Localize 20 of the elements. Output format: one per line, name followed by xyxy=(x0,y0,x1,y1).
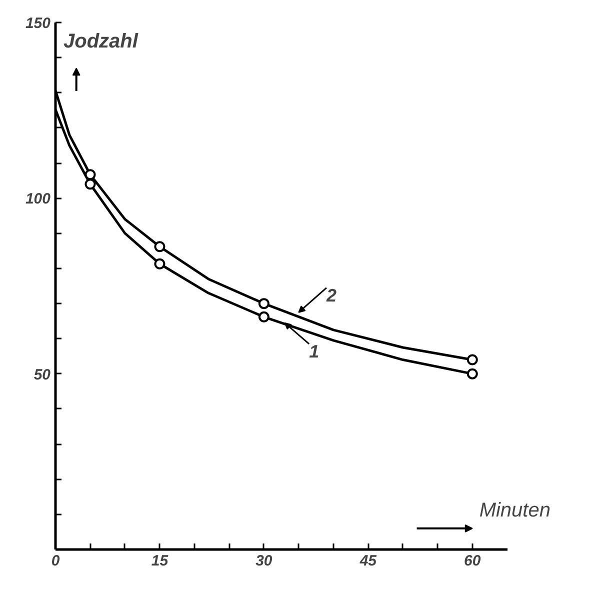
x-tick-label: 45 xyxy=(358,552,378,570)
point xyxy=(154,241,166,252)
point xyxy=(84,178,96,190)
point xyxy=(154,258,166,270)
y-tick-label: 100 xyxy=(25,190,52,208)
y-tick-label: 150 xyxy=(25,15,52,32)
point xyxy=(84,169,96,180)
annotation: 2 xyxy=(325,285,336,306)
point xyxy=(466,368,478,380)
x-axis-title: Minuten xyxy=(479,499,550,522)
annotation: 1 xyxy=(309,341,320,362)
x-tick-label: 15 xyxy=(151,552,169,570)
x-tick-label: 0 xyxy=(51,552,60,570)
point xyxy=(258,298,270,310)
y-axis-title: Jodzahl xyxy=(64,30,138,52)
y-tick-label: 50 xyxy=(34,366,52,384)
point xyxy=(258,311,270,322)
x-tick-label: 30 xyxy=(256,552,273,570)
x-tick-label: 60 xyxy=(464,552,482,570)
point xyxy=(466,354,478,366)
